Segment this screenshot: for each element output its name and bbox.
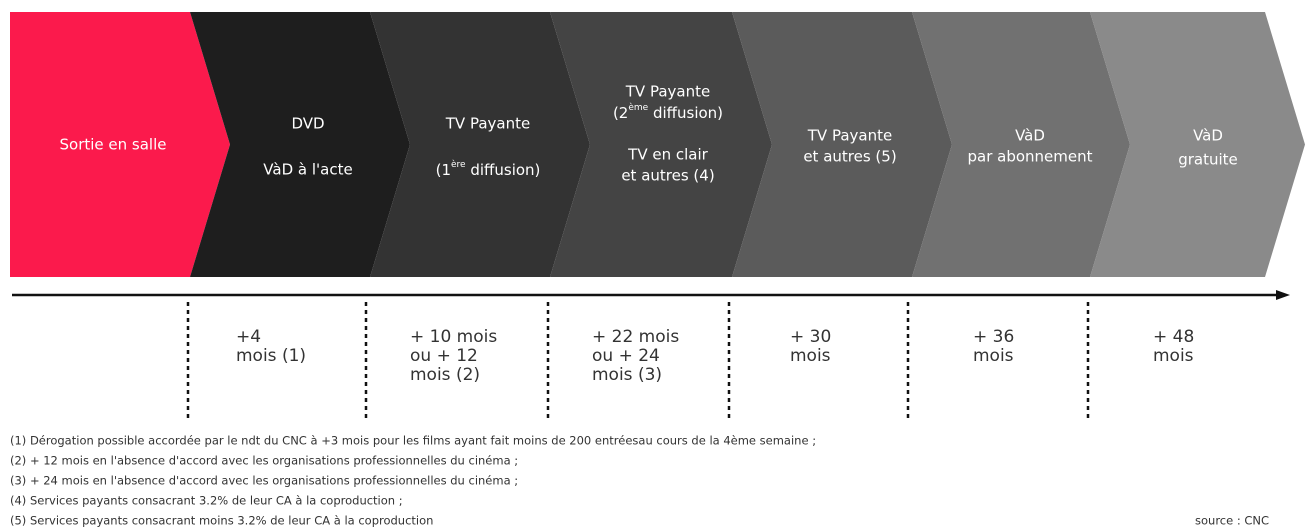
stage-label: et autres (5) bbox=[803, 148, 896, 166]
stage-label: par abonnement bbox=[967, 148, 1092, 166]
stage-chevron bbox=[1090, 12, 1305, 277]
delay-label: + 48 bbox=[1153, 327, 1194, 347]
stage-chevron bbox=[912, 12, 1130, 277]
stage-label: VàD bbox=[1193, 127, 1223, 145]
delay-label: + 30 bbox=[790, 327, 831, 347]
delay-label: + 10 mois bbox=[410, 327, 497, 347]
stage-label: (2ème diffusion) bbox=[613, 102, 723, 122]
stage-label: Sortie en salle bbox=[60, 136, 167, 154]
label-part: diffusion) bbox=[648, 104, 723, 122]
stage-chevron bbox=[550, 12, 772, 277]
timeline-arrow bbox=[1276, 290, 1290, 300]
superscript: ère bbox=[451, 159, 466, 170]
stage-chevron bbox=[10, 12, 230, 277]
stage-label: TV Payante bbox=[625, 83, 710, 101]
delay-label: mois bbox=[973, 346, 1014, 366]
footnote: (5) Services payants consacrant moins 3.… bbox=[10, 514, 433, 528]
delay-label: mois bbox=[790, 346, 831, 366]
stage-label: VàD à l'acte bbox=[263, 161, 352, 179]
source: source : CNC bbox=[1195, 514, 1269, 528]
stage-chevron bbox=[190, 12, 410, 277]
stage-label: VàD bbox=[1015, 127, 1045, 145]
label-part: (2 bbox=[613, 104, 628, 122]
footnote: (4) Services payants consacrant 3.2% de … bbox=[10, 494, 403, 508]
stage-label: (1ère diffusion) bbox=[436, 159, 541, 179]
stage-label: TV Payante bbox=[445, 115, 530, 133]
label-part: (1 bbox=[436, 161, 451, 179]
delay-label: mois (3) bbox=[592, 365, 662, 385]
stage-label: TV Payante bbox=[807, 127, 892, 145]
footnote: (1) Dérogation possible accordée par le … bbox=[10, 434, 816, 448]
stage-chevron bbox=[732, 12, 952, 277]
stage-label: gratuite bbox=[1178, 151, 1238, 169]
label-part: diffusion) bbox=[466, 161, 541, 179]
delay-label: mois (1) bbox=[236, 346, 306, 366]
stage-label: TV en clair bbox=[627, 146, 708, 164]
stage-label: DVD bbox=[291, 115, 324, 133]
footnote: (3) + 24 mois en l'absence d'accord avec… bbox=[10, 474, 518, 488]
superscript: ème bbox=[628, 102, 648, 113]
delay-label: + 22 mois bbox=[592, 327, 679, 347]
delay-label: ou + 24 bbox=[592, 346, 660, 366]
delay-label: mois bbox=[1153, 346, 1194, 366]
stage-chevron bbox=[370, 12, 590, 277]
delay-label: +4 bbox=[236, 327, 261, 347]
delay-label: mois (2) bbox=[410, 365, 480, 385]
delay-label: ou + 12 bbox=[410, 346, 478, 366]
stage-label: et autres (4) bbox=[621, 167, 714, 185]
delay-label: + 36 bbox=[973, 327, 1014, 347]
footnote: (2) + 12 mois en l'absence d'accord avec… bbox=[10, 454, 518, 468]
